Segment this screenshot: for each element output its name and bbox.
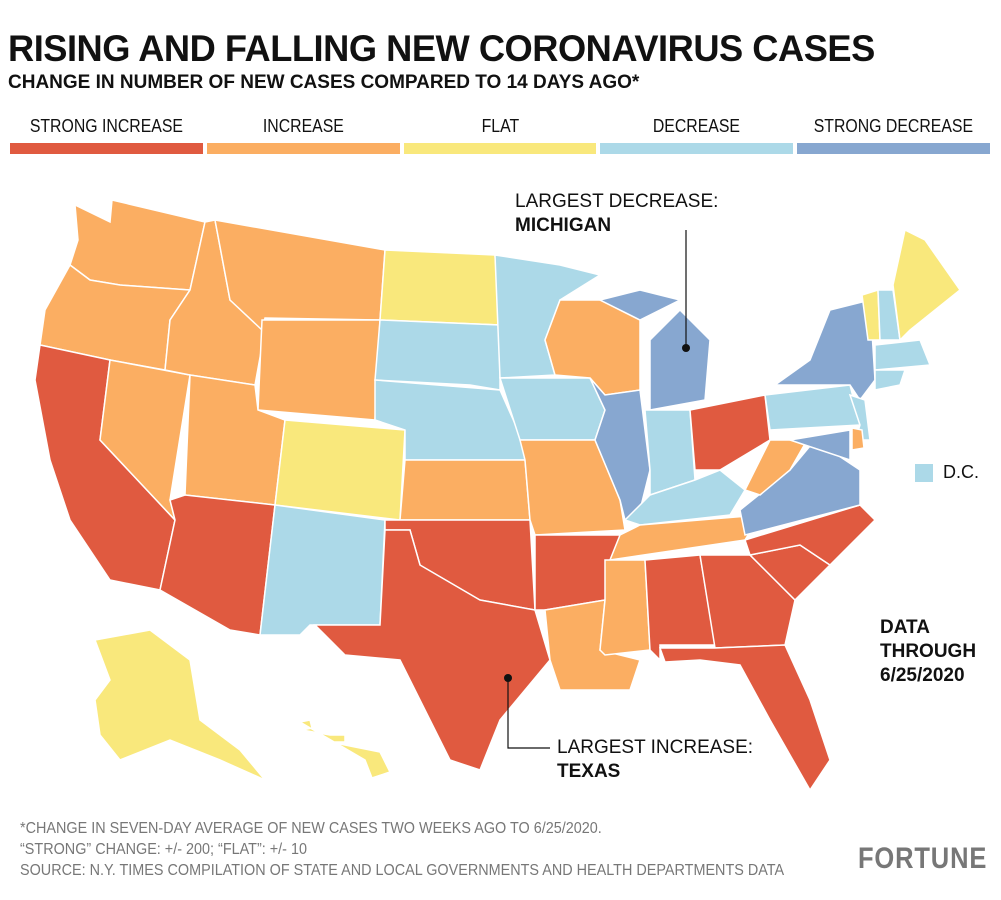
legend-item-decrease: DECREASE (600, 116, 794, 154)
texas-marker (504, 674, 512, 682)
state-oh (689, 394, 771, 471)
largest-decrease-annotation: LARGEST DECREASE: MICHIGAN (515, 190, 718, 238)
legend-item-flat: FLAT (403, 116, 597, 154)
state-az (159, 494, 276, 636)
legend-swatch (403, 143, 597, 154)
data-through-line: DATA (880, 617, 930, 638)
state-sd (374, 319, 501, 391)
legend-item-increase: INCREASE (206, 116, 400, 154)
data-through-line: THROUGH (880, 641, 977, 662)
largest-increase-annotation: LARGEST INCREASE: TEXAS (557, 736, 753, 784)
state-nm (259, 504, 386, 636)
legend: STRONG INCREASE INCREASE FLAT DECREASE S… (10, 116, 990, 154)
legend-label: STRONG INCREASE (29, 116, 183, 136)
annotation-label: LARGEST INCREASE: (557, 737, 754, 758)
legend-label: FLAT (481, 116, 519, 136)
state-mi (649, 308, 711, 411)
legend-swatch (797, 143, 990, 154)
footnotes: *CHANGE IN SEVEN-DAY AVERAGE OF NEW CASE… (20, 818, 784, 881)
legend-label: DECREASE (653, 116, 741, 136)
state-nd (379, 249, 501, 326)
legend-swatch (10, 143, 203, 154)
page-subtitle: CHANGE IN NUMBER OF NEW CASES COMPARED T… (8, 72, 640, 93)
state-wa (69, 199, 206, 291)
dc-legend: D.C. (915, 462, 979, 483)
page-title: RISING AND FALLING NEW CORONAVIRUS CASES (8, 28, 875, 69)
state-de (851, 427, 865, 451)
legend-label: INCREASE (262, 116, 344, 136)
state-wv (743, 433, 812, 496)
state-co (274, 419, 406, 521)
footnote-line: “STRONG” CHANGE: +/- 200; “FLAT”: +/- 10 (20, 841, 307, 858)
state-ms (599, 559, 651, 656)
state-ma (874, 339, 932, 371)
legend-label: STRONG DECREASE (813, 116, 974, 136)
state-tx (313, 529, 551, 771)
state-md (789, 429, 851, 462)
annotation-state: MICHIGAN (515, 215, 612, 236)
data-through-note: DATA THROUGH 6/25/2020 (880, 616, 976, 688)
annotation-label: LARGEST DECREASE: (515, 191, 719, 212)
increase-leader-line (507, 678, 550, 749)
annotation-state: TEXAS (557, 761, 621, 782)
state-ak (93, 629, 266, 781)
dc-swatch (915, 463, 933, 482)
legend-swatch (600, 143, 794, 154)
state-mi-up (597, 289, 683, 321)
state-fl (658, 644, 831, 792)
state-pa (764, 384, 861, 431)
state-ct (874, 369, 907, 391)
data-through-date: 6/25/2020 (880, 665, 965, 686)
michigan-marker (682, 344, 690, 352)
legend-item-strong-decrease: STRONG DECREASE (797, 116, 990, 154)
legend-swatch (206, 143, 400, 154)
source-line: SOURCE: N.Y. TIMES COMPILATION OF STATE … (20, 862, 785, 879)
fortune-logo: FORTUNE (858, 842, 988, 875)
legend-item-strong-increase: STRONG INCREASE (10, 116, 203, 154)
footnote-line: *CHANGE IN SEVEN-DAY AVERAGE OF NEW CASE… (20, 820, 602, 837)
state-me (892, 228, 962, 342)
state-ga (699, 554, 796, 649)
dc-label: D.C. (943, 462, 979, 482)
state-hi (297, 719, 392, 779)
state-ks (399, 459, 531, 521)
state-wy (257, 319, 381, 421)
state-ny (772, 299, 876, 402)
